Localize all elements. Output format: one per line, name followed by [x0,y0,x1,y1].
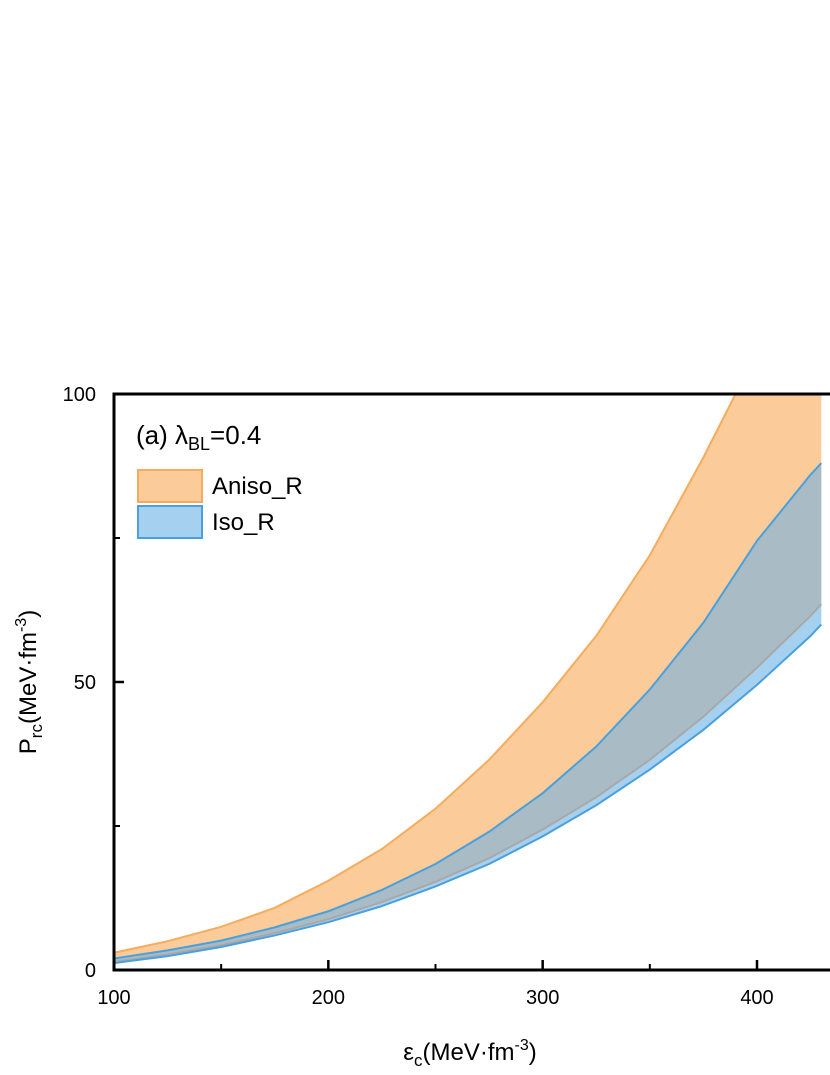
y-axis-unit-exp: -3 [13,618,30,632]
panel-param-sub: BL [188,434,210,454]
overlap-band [114,463,822,962]
y-tick-label: 100 [63,384,96,406]
x-axis-symbol: ε [403,1039,414,1066]
legend-label-iso: Iso_R [212,509,275,536]
aniso-upper-edge [114,394,822,954]
iso-upper-edge [114,462,823,960]
data-bands [114,394,823,965]
axis-ticks [112,392,759,972]
legend-swatch-iso [137,505,203,539]
y-axis-symbol-sub: rc [27,724,46,739]
legend-label-aniso: Aniso_R [212,473,303,500]
y-axis-unit-end: ) [15,610,42,618]
x-tick-label: 400 [740,987,773,1009]
panel-param-value: =0.4 [210,420,261,450]
x-axis-unit: (MeV·fm [422,1039,514,1066]
y-axis-label: Prc(MeV·fm-3) [13,610,46,754]
iso-lower-edge [114,623,823,965]
y-tick-label: 0 [85,960,96,982]
aniso-band-upper [114,394,822,959]
x-axis-symbol-sub: c [414,1051,423,1070]
y-axis-unit: (MeV·fm [15,632,42,724]
panel-label: (a) λBL=0.4 [136,420,261,454]
panel-letter: (a) [136,420,168,450]
x-axis-unit-end: ) [529,1039,537,1066]
panel-param-symbol: λ [175,420,188,450]
x-axis-unit-exp: -3 [514,1037,528,1054]
legend: Aniso_R Iso_R [137,469,303,539]
x-tick-label: 200 [312,987,345,1009]
x-tick-label: 100 [97,987,130,1009]
x-axis-label: εc(MeV·fm-3) [403,1037,536,1070]
legend-swatch-aniso [137,469,203,503]
aniso-lower-edge [114,603,823,963]
y-tick-label: 50 [74,672,96,694]
x-tick-label: 300 [526,987,559,1009]
y-axis-symbol: P [15,738,42,754]
tick-labels: 100 200 300 400 0 50 100 [63,384,774,1009]
